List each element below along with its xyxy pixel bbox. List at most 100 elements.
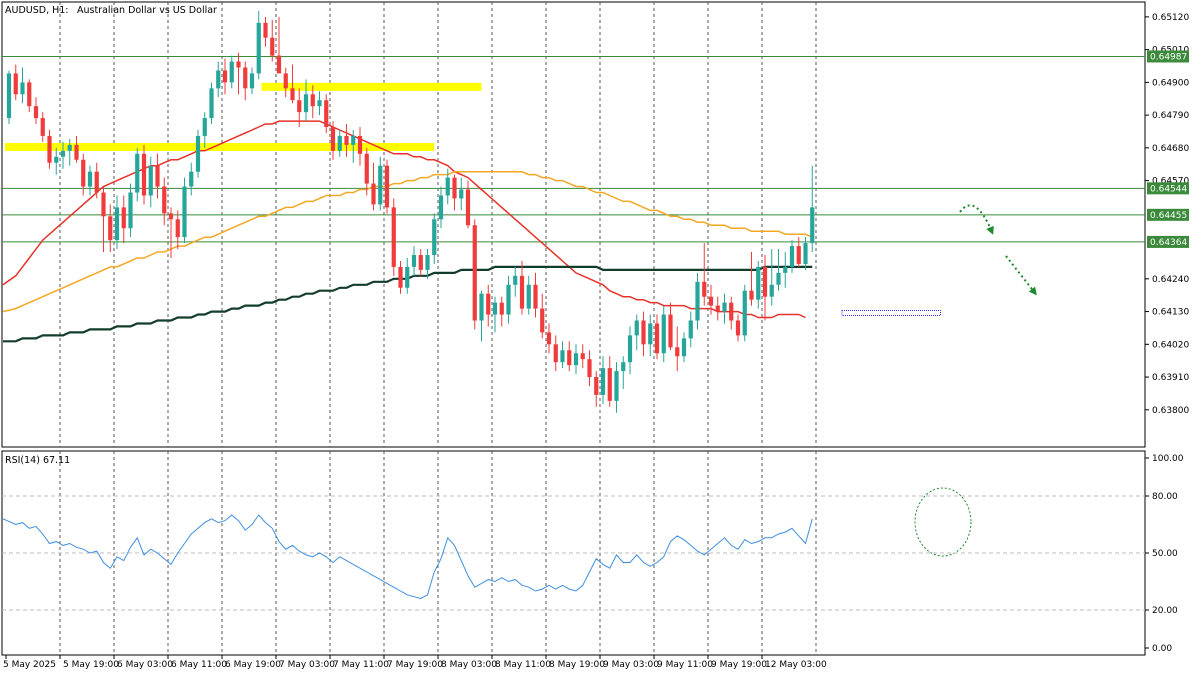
price-tick-label: 0.65120: [1152, 13, 1189, 23]
candle-body: [94, 171, 99, 193]
candle-body: [13, 73, 18, 95]
candle-body: [749, 290, 754, 300]
candle-body: [729, 302, 734, 321]
candle-body: [27, 82, 32, 107]
candle-body: [533, 284, 538, 309]
time-tick-label: 9 May 19:00: [711, 660, 767, 670]
candle-body: [276, 55, 282, 74]
candle-body: [756, 266, 761, 300]
candle-body: [20, 82, 25, 95]
forecast-arrow-1: [959, 204, 994, 235]
candle-body: [391, 207, 396, 267]
candle-body: [796, 246, 801, 264]
candle-body: [337, 135, 342, 151]
ma-red-line: [2, 120, 806, 319]
candle-body: [357, 135, 363, 154]
rsi-highlight-circle: [914, 487, 972, 557]
candle-body: [668, 314, 673, 348]
candle-body: [519, 275, 525, 309]
price-level-badge-label: 0.64987: [1150, 52, 1187, 62]
price-level-badge: [1147, 50, 1189, 63]
candle-body: [310, 94, 315, 107]
candle-body: [378, 165, 383, 205]
candle-body: [526, 284, 531, 309]
rsi-tick-label: 20.00: [1152, 606, 1178, 616]
candle-body: [722, 302, 727, 312]
price-tick-label: 0.64130: [1152, 308, 1189, 318]
resistance-zones: [5, 82, 482, 151]
candle-body: [580, 353, 585, 360]
price-level-badge: [1147, 235, 1189, 248]
candle-body: [81, 159, 86, 187]
candle-body: [465, 189, 471, 226]
price-tick-label: 0.64790: [1152, 111, 1189, 121]
candle-body: [364, 153, 369, 184]
rsi-indicator: [2, 487, 1145, 611]
candle-body: [641, 320, 646, 345]
candle-body: [675, 347, 680, 357]
price-tick-label: 0.64680: [1152, 144, 1189, 154]
price-level-badge: [1147, 182, 1189, 195]
candle-body: [479, 293, 484, 321]
price-tick-label: 0.63910: [1152, 373, 1189, 383]
candle-body: [506, 284, 511, 315]
candle-body: [243, 67, 248, 89]
time-tick-label: 7 May 03:00: [279, 660, 335, 670]
price-tick-label: 0.64240: [1152, 275, 1189, 285]
candle-body: [776, 272, 781, 285]
time-tick-label: 5 May 19:00: [63, 660, 119, 670]
candle-body: [317, 100, 322, 107]
candle-body: [742, 290, 747, 336]
candle-body: [810, 207, 815, 244]
candle-body: [74, 144, 79, 160]
candle-body: [202, 118, 207, 136]
time-tick-label: 9 May 11:00: [657, 660, 713, 670]
candle-body: [229, 61, 234, 83]
candle-body: [600, 368, 606, 395]
time-tick-label: 8 May 03:00: [441, 660, 497, 670]
forecast-annotations: [841, 204, 1037, 317]
candle-body: [398, 266, 403, 288]
resistance-zone: [5, 142, 435, 151]
candle-body: [6, 73, 12, 119]
candle-body: [263, 22, 268, 38]
candle-body: [783, 266, 788, 273]
candle-body: [553, 344, 558, 363]
main-panel-frame: [1, 1, 1146, 448]
candle-body: [148, 165, 153, 196]
candle-body: [101, 192, 106, 217]
time-tick-label: 5 May 2025: [3, 660, 56, 670]
price-level-badge-label: 0.64364: [1150, 238, 1187, 248]
candle-body: [67, 144, 72, 151]
candlesticks: [6, 10, 815, 413]
candle-body: [681, 338, 687, 357]
candle-body: [33, 106, 39, 119]
candle-body: [621, 362, 626, 372]
price-tick-label: 0.64570: [1152, 177, 1189, 187]
candle-body: [270, 37, 275, 56]
target-level-line: [841, 310, 941, 317]
rsi-title: RSI(14) 67.11: [5, 455, 70, 466]
candle-body: [715, 305, 720, 312]
candle-body: [330, 127, 336, 151]
candle-body: [459, 189, 464, 199]
candle-body: [499, 302, 504, 315]
candle-body: [445, 177, 450, 196]
rsi-line: [2, 514, 813, 600]
candle-body: [405, 266, 410, 288]
candle-body: [418, 255, 423, 270]
price-tick-label: 0.64020: [1152, 340, 1189, 350]
time-tick-label: 12 May 03:00: [765, 660, 827, 670]
candle-body: [560, 350, 565, 363]
price-tick-label: 0.63800: [1152, 406, 1189, 416]
candle-body: [702, 281, 707, 297]
time-tick-label: 6 May 11:00: [171, 660, 227, 670]
candle-body: [634, 320, 639, 336]
candle-body: [60, 150, 66, 157]
candle-body: [128, 192, 133, 229]
candle-body: [155, 165, 160, 187]
price-tick-label: 0.64900: [1152, 78, 1189, 88]
price-level-badge-label: 0.64544: [1150, 184, 1187, 194]
candle-body: [303, 94, 309, 113]
